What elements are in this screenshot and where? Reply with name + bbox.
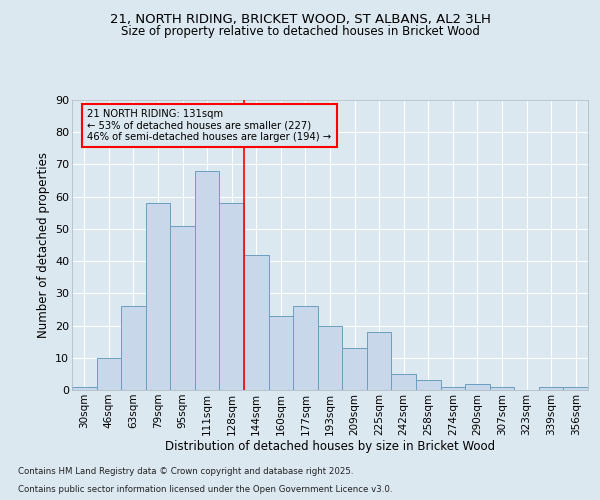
Text: Contains HM Land Registry data © Crown copyright and database right 2025.: Contains HM Land Registry data © Crown c…: [18, 467, 353, 476]
Bar: [146, 203, 170, 390]
Bar: [391, 374, 416, 390]
Bar: [416, 380, 440, 390]
Bar: [367, 332, 391, 390]
Bar: [318, 326, 342, 390]
X-axis label: Distribution of detached houses by size in Bricket Wood: Distribution of detached houses by size …: [165, 440, 495, 454]
Bar: [490, 387, 514, 390]
Bar: [244, 254, 269, 390]
Text: Size of property relative to detached houses in Bricket Wood: Size of property relative to detached ho…: [121, 25, 479, 38]
Bar: [195, 171, 220, 390]
Bar: [342, 348, 367, 390]
Bar: [97, 358, 121, 390]
Bar: [220, 203, 244, 390]
Bar: [539, 387, 563, 390]
Bar: [563, 387, 588, 390]
Bar: [72, 387, 97, 390]
Bar: [269, 316, 293, 390]
Bar: [440, 387, 465, 390]
Bar: [293, 306, 318, 390]
Y-axis label: Number of detached properties: Number of detached properties: [37, 152, 50, 338]
Bar: [170, 226, 195, 390]
Text: 21 NORTH RIDING: 131sqm
← 53% of detached houses are smaller (227)
46% of semi-d: 21 NORTH RIDING: 131sqm ← 53% of detache…: [88, 108, 332, 142]
Bar: [465, 384, 490, 390]
Text: Contains public sector information licensed under the Open Government Licence v3: Contains public sector information licen…: [18, 485, 392, 494]
Text: 21, NORTH RIDING, BRICKET WOOD, ST ALBANS, AL2 3LH: 21, NORTH RIDING, BRICKET WOOD, ST ALBAN…: [110, 12, 490, 26]
Bar: [121, 306, 146, 390]
